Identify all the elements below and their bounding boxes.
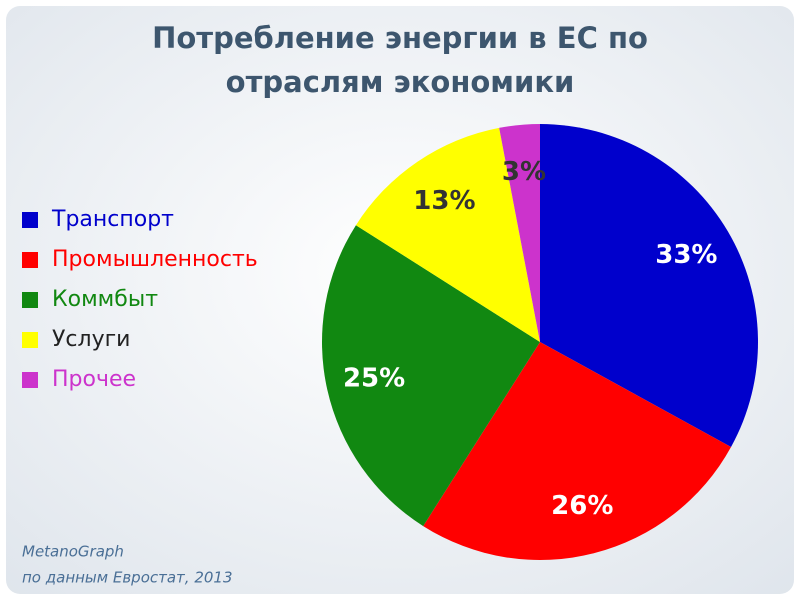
legend-swatch [22,372,38,388]
data-label: 33% [655,240,717,270]
pie-slice [355,127,540,342]
legend-swatch [22,332,38,348]
data-label: 3% [502,157,546,187]
legend-swatch [22,212,38,228]
chart-title: Потребление энергии в ЕС по [152,21,648,55]
legend: Транспорт Промышленность Коммбыт Услуги Проч… [22,207,258,392]
legend-label: Транспорт [51,207,174,232]
legend-label: Промышленность [52,247,258,272]
data-label: 13% [413,186,475,216]
legend-label: Услуги [52,327,130,352]
source-note: по данным Евростат, 2013 [22,569,233,587]
legend-label: Прочее [52,367,136,392]
legend-label: Коммбыт [52,287,158,312]
pie-slice [540,124,758,448]
legend-swatch [22,292,38,308]
pie: 33% 26% 25% 13% 3% [322,124,758,560]
data-label: 25% [343,364,405,394]
pie-slice [499,124,540,342]
pie-slice [322,225,540,527]
legend-swatch [22,252,38,268]
source-note: MetanoGraph [22,543,124,561]
chart-title: отраслям экономики [226,65,575,99]
pie-slice [423,342,732,560]
data-label: 26% [551,491,613,521]
